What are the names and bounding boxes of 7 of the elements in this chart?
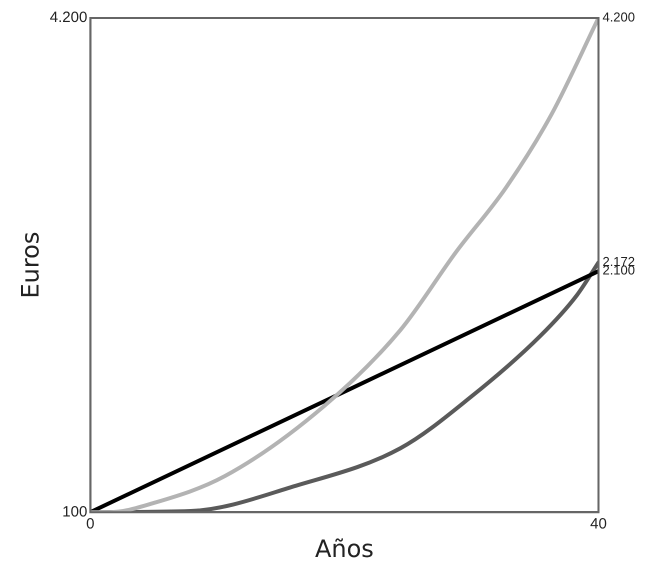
line-series <box>90 18 598 512</box>
x-tick-label: 0 <box>86 515 95 532</box>
y2-tick-label: 4.200 <box>602 10 636 25</box>
y-axis-title: Euros <box>16 232 45 299</box>
y-tick-label: 100 <box>62 503 88 520</box>
x-tick-label: 40 <box>590 515 607 532</box>
x-axis-title: Años <box>314 534 374 563</box>
